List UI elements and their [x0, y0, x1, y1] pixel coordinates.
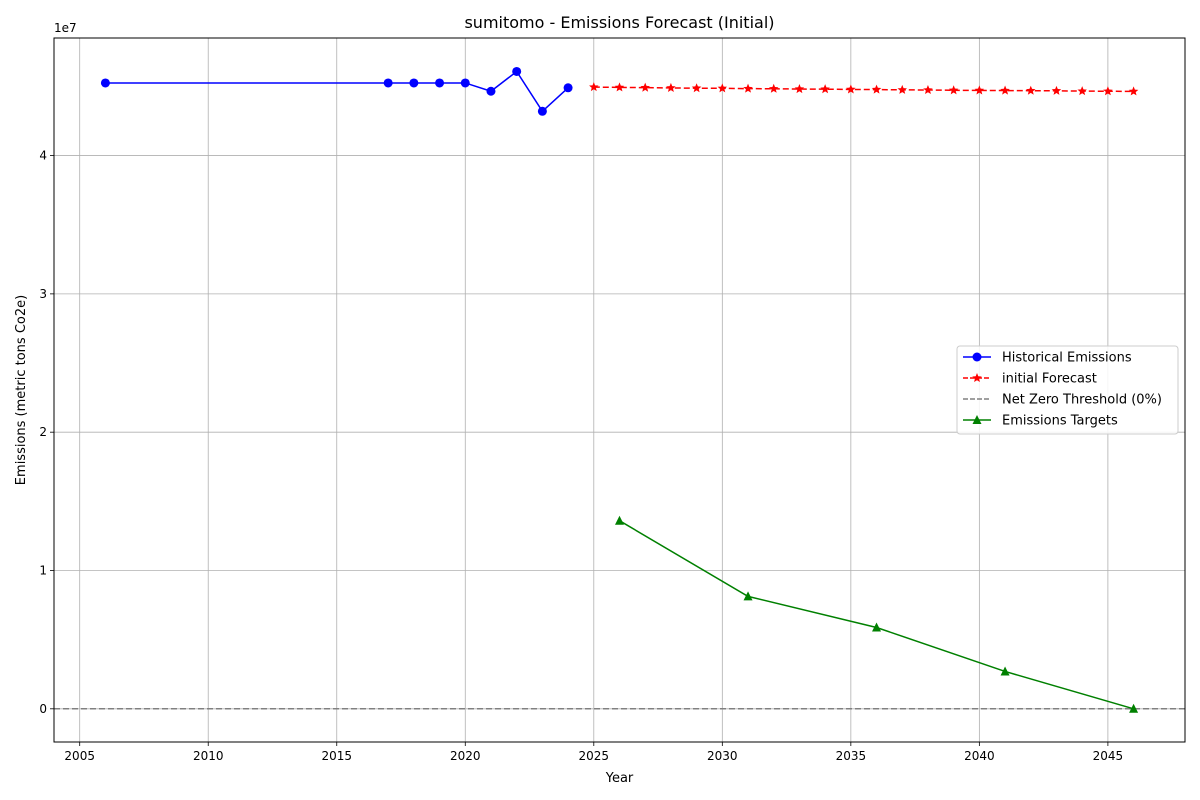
grid: [54, 38, 1185, 742]
data-point: [1000, 85, 1010, 95]
x-tick-label: 2025: [579, 749, 610, 763]
data-point: [383, 78, 393, 88]
x-tick-label: 2040: [964, 749, 995, 763]
data-point: [100, 78, 110, 88]
legend-label: Emissions Targets: [1002, 414, 1118, 429]
data-point: [666, 82, 676, 92]
data-point: [691, 83, 702, 93]
data-point: [743, 591, 753, 601]
series-line: [619, 520, 1134, 710]
series-1: [589, 82, 1139, 96]
x-tick-label: 2030: [707, 749, 738, 763]
plot-frame: [53, 37, 1186, 743]
data-point: [435, 78, 445, 88]
data-point: [1128, 86, 1139, 96]
x-tick-label: 2015: [321, 749, 352, 763]
data-point: [974, 85, 985, 95]
data-point: [409, 78, 419, 88]
data-point: [897, 84, 908, 94]
data-point: [871, 84, 882, 94]
y-tick-label: 4: [39, 149, 47, 163]
y-tick-label: 0: [39, 702, 47, 716]
data-point: [743, 83, 753, 93]
data-point: [537, 106, 547, 116]
x-tick-label: 2005: [64, 749, 95, 763]
y-tick-label: 2: [39, 425, 47, 439]
data-point: [563, 83, 573, 93]
data-point: [820, 84, 830, 94]
legend-label: Historical Emissions: [1002, 351, 1132, 366]
data-point: [1026, 85, 1036, 95]
data-point: [948, 85, 959, 95]
legend-marker: [972, 373, 982, 383]
x-tick-label: 2020: [450, 749, 481, 763]
legend-box: [956, 345, 1179, 435]
x-tick-label: 2045: [1093, 749, 1124, 763]
data-point: [923, 85, 933, 95]
data-point: [460, 78, 470, 88]
legend-label: Net Zero Threshold (0%): [1002, 393, 1162, 408]
data-point: [846, 84, 856, 94]
data-point: [1000, 666, 1010, 676]
data-point: [1051, 85, 1062, 95]
y-axis-label: Emissions (metric tons Co2e): [14, 295, 29, 485]
legend-marker: [972, 415, 982, 424]
y-axis-ticks: 0 1 2 3 4: [39, 149, 54, 716]
x-tick-label: 2035: [836, 749, 867, 763]
data-point: [768, 83, 779, 93]
data-point: [486, 86, 496, 96]
x-tick-label: 2010: [193, 749, 224, 763]
series-layer: [54, 66, 1185, 713]
data-point: [1077, 86, 1087, 96]
data-point: [1129, 703, 1139, 713]
data-point: [794, 84, 805, 94]
series-0: [100, 66, 573, 116]
x-axis-ticks: 2005 2010 2015 2020 2025 2030 2035 2040 2045: [64, 742, 1123, 763]
chart-title: sumitomo - Emissions Forecast (Initial): [464, 13, 774, 32]
legend: Historical Emissions initial Forecast Net …: [956, 345, 1179, 435]
data-point: [872, 622, 882, 632]
series-3: [615, 515, 1139, 713]
data-point: [1103, 86, 1113, 96]
data-point: [640, 82, 650, 92]
y-tick-label: 3: [39, 287, 47, 301]
data-point: [589, 82, 599, 92]
legend-label: initial Forecast: [1002, 372, 1097, 387]
y-tick-label: 1: [39, 563, 47, 577]
x-axis-label: Year: [605, 771, 634, 786]
data-point: [512, 66, 522, 76]
y-axis-offset-label: 1e7: [54, 21, 77, 35]
data-point: [717, 83, 728, 93]
data-point: [615, 515, 624, 525]
legend-marker: [972, 352, 982, 362]
data-point: [614, 82, 625, 92]
